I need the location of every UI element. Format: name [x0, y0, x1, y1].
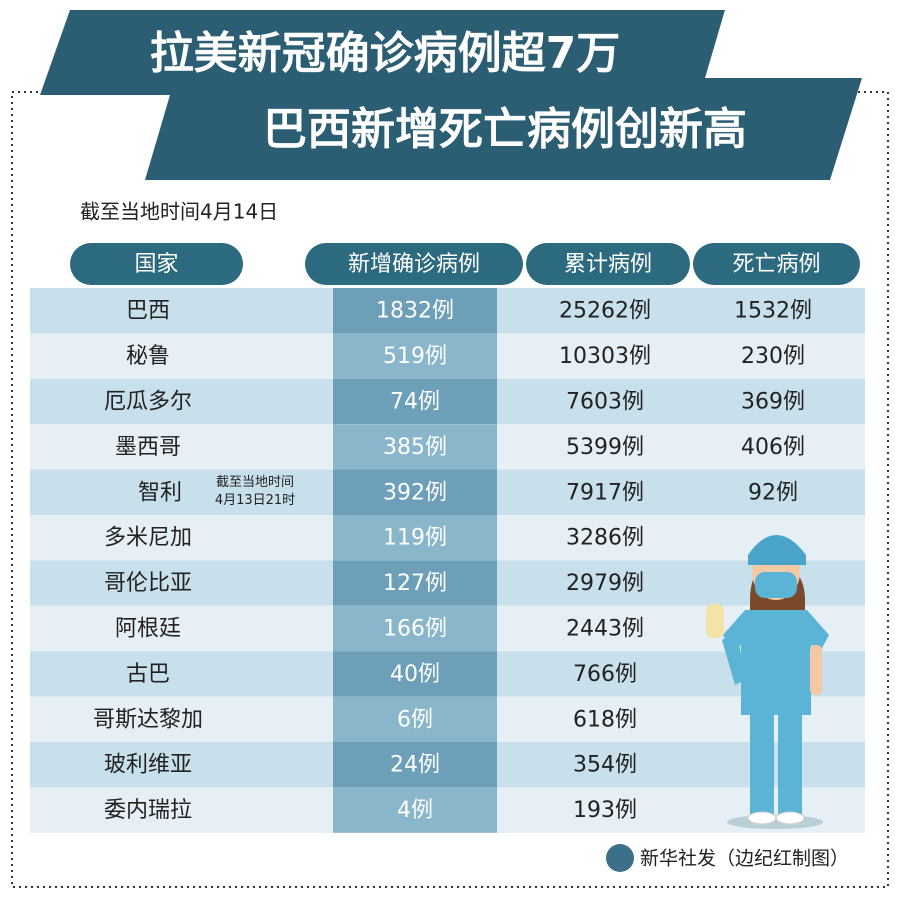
title: 巴西新增死亡病例创新高	[263, 104, 747, 155]
cell-text: 2443例	[566, 617, 644, 642]
credit: 新华社发（边纪红制图）	[640, 848, 849, 870]
cell-text: 166例	[383, 617, 447, 642]
cell-text: 7917例	[566, 480, 644, 505]
cell-text: 6例	[397, 707, 433, 732]
cell-text: 智利	[138, 480, 182, 505]
highlight-cell	[333, 651, 497, 697]
cell-text: 230例	[741, 344, 805, 369]
column-header: 累计病例	[564, 252, 652, 277]
note: 4月13日21时	[215, 493, 295, 508]
cell-text: 哥伦比亚	[104, 571, 192, 596]
cell-text: 巴西	[126, 299, 170, 324]
cell-text: 766例	[573, 662, 637, 687]
highlight-cell	[333, 515, 497, 561]
cell-text: 哥斯达黎加	[93, 707, 203, 732]
cell-text: 委内瑞拉	[104, 798, 192, 823]
cell-text: 墨西哥	[115, 435, 181, 460]
cell-text: 7603例	[566, 390, 644, 415]
header-pill	[693, 243, 860, 285]
cell-text: 193例	[573, 798, 637, 823]
cell-text: 618例	[573, 707, 637, 732]
header-pill	[526, 243, 690, 285]
nurse-illustration	[706, 535, 829, 829]
highlight-cell	[333, 696, 497, 742]
cell-text: 24例	[390, 753, 440, 778]
cell-text: 369例	[741, 390, 805, 415]
logo	[606, 844, 634, 872]
cell-text: 74例	[390, 390, 440, 415]
cell-text: 2979例	[566, 571, 644, 596]
highlight-cell	[333, 742, 497, 788]
cell-text: 127例	[383, 571, 447, 596]
cell-text: 119例	[383, 526, 447, 551]
cell-text: 385例	[383, 435, 447, 460]
highlight-cell	[333, 288, 497, 334]
column-header: 新增确诊病例	[348, 252, 480, 277]
highlight-cell	[333, 333, 497, 379]
column-header: 国家	[134, 252, 178, 277]
header-pill	[70, 243, 243, 285]
cell-text: 25262例	[559, 299, 651, 324]
header-pill	[305, 243, 523, 285]
cell-text: 厄瓜多尔	[104, 390, 192, 415]
column-header: 死亡病例	[732, 252, 820, 277]
highlight-cell	[333, 605, 497, 652]
title: 拉美新冠确诊病例超7万	[150, 28, 621, 79]
cell-text: 40例	[390, 662, 440, 687]
cell-text: 92例	[748, 480, 798, 505]
cell-text: 3286例	[566, 526, 644, 551]
cell-text: 4例	[397, 798, 433, 823]
title-banner	[145, 78, 862, 180]
highlight-cell	[333, 424, 497, 470]
cell-text: 1532例	[734, 299, 812, 324]
cell-text: 10303例	[559, 344, 651, 369]
cell-text: 1832例	[376, 299, 454, 324]
highlight-cell	[333, 560, 497, 606]
title-banner	[40, 10, 725, 95]
highlight-cell	[333, 787, 497, 833]
cell-text: 519例	[383, 344, 447, 369]
highlight-cell	[333, 378, 497, 425]
cell-text: 玻利维亚	[104, 753, 192, 778]
cell-text: 406例	[741, 435, 805, 460]
subtitle: 截至当地时间4月14日	[80, 200, 278, 224]
cell-text: 古巴	[126, 662, 170, 687]
highlight-cell	[333, 469, 497, 515]
cell-text: 354例	[573, 753, 637, 778]
note: 截至当地时间	[216, 475, 294, 490]
cell-text: 392例	[383, 480, 447, 505]
cell-text: 阿根廷	[115, 617, 181, 642]
cell-text: 秘鲁	[126, 344, 170, 369]
cell-text: 5399例	[566, 435, 644, 460]
cell-text: 多米尼加	[104, 526, 192, 551]
